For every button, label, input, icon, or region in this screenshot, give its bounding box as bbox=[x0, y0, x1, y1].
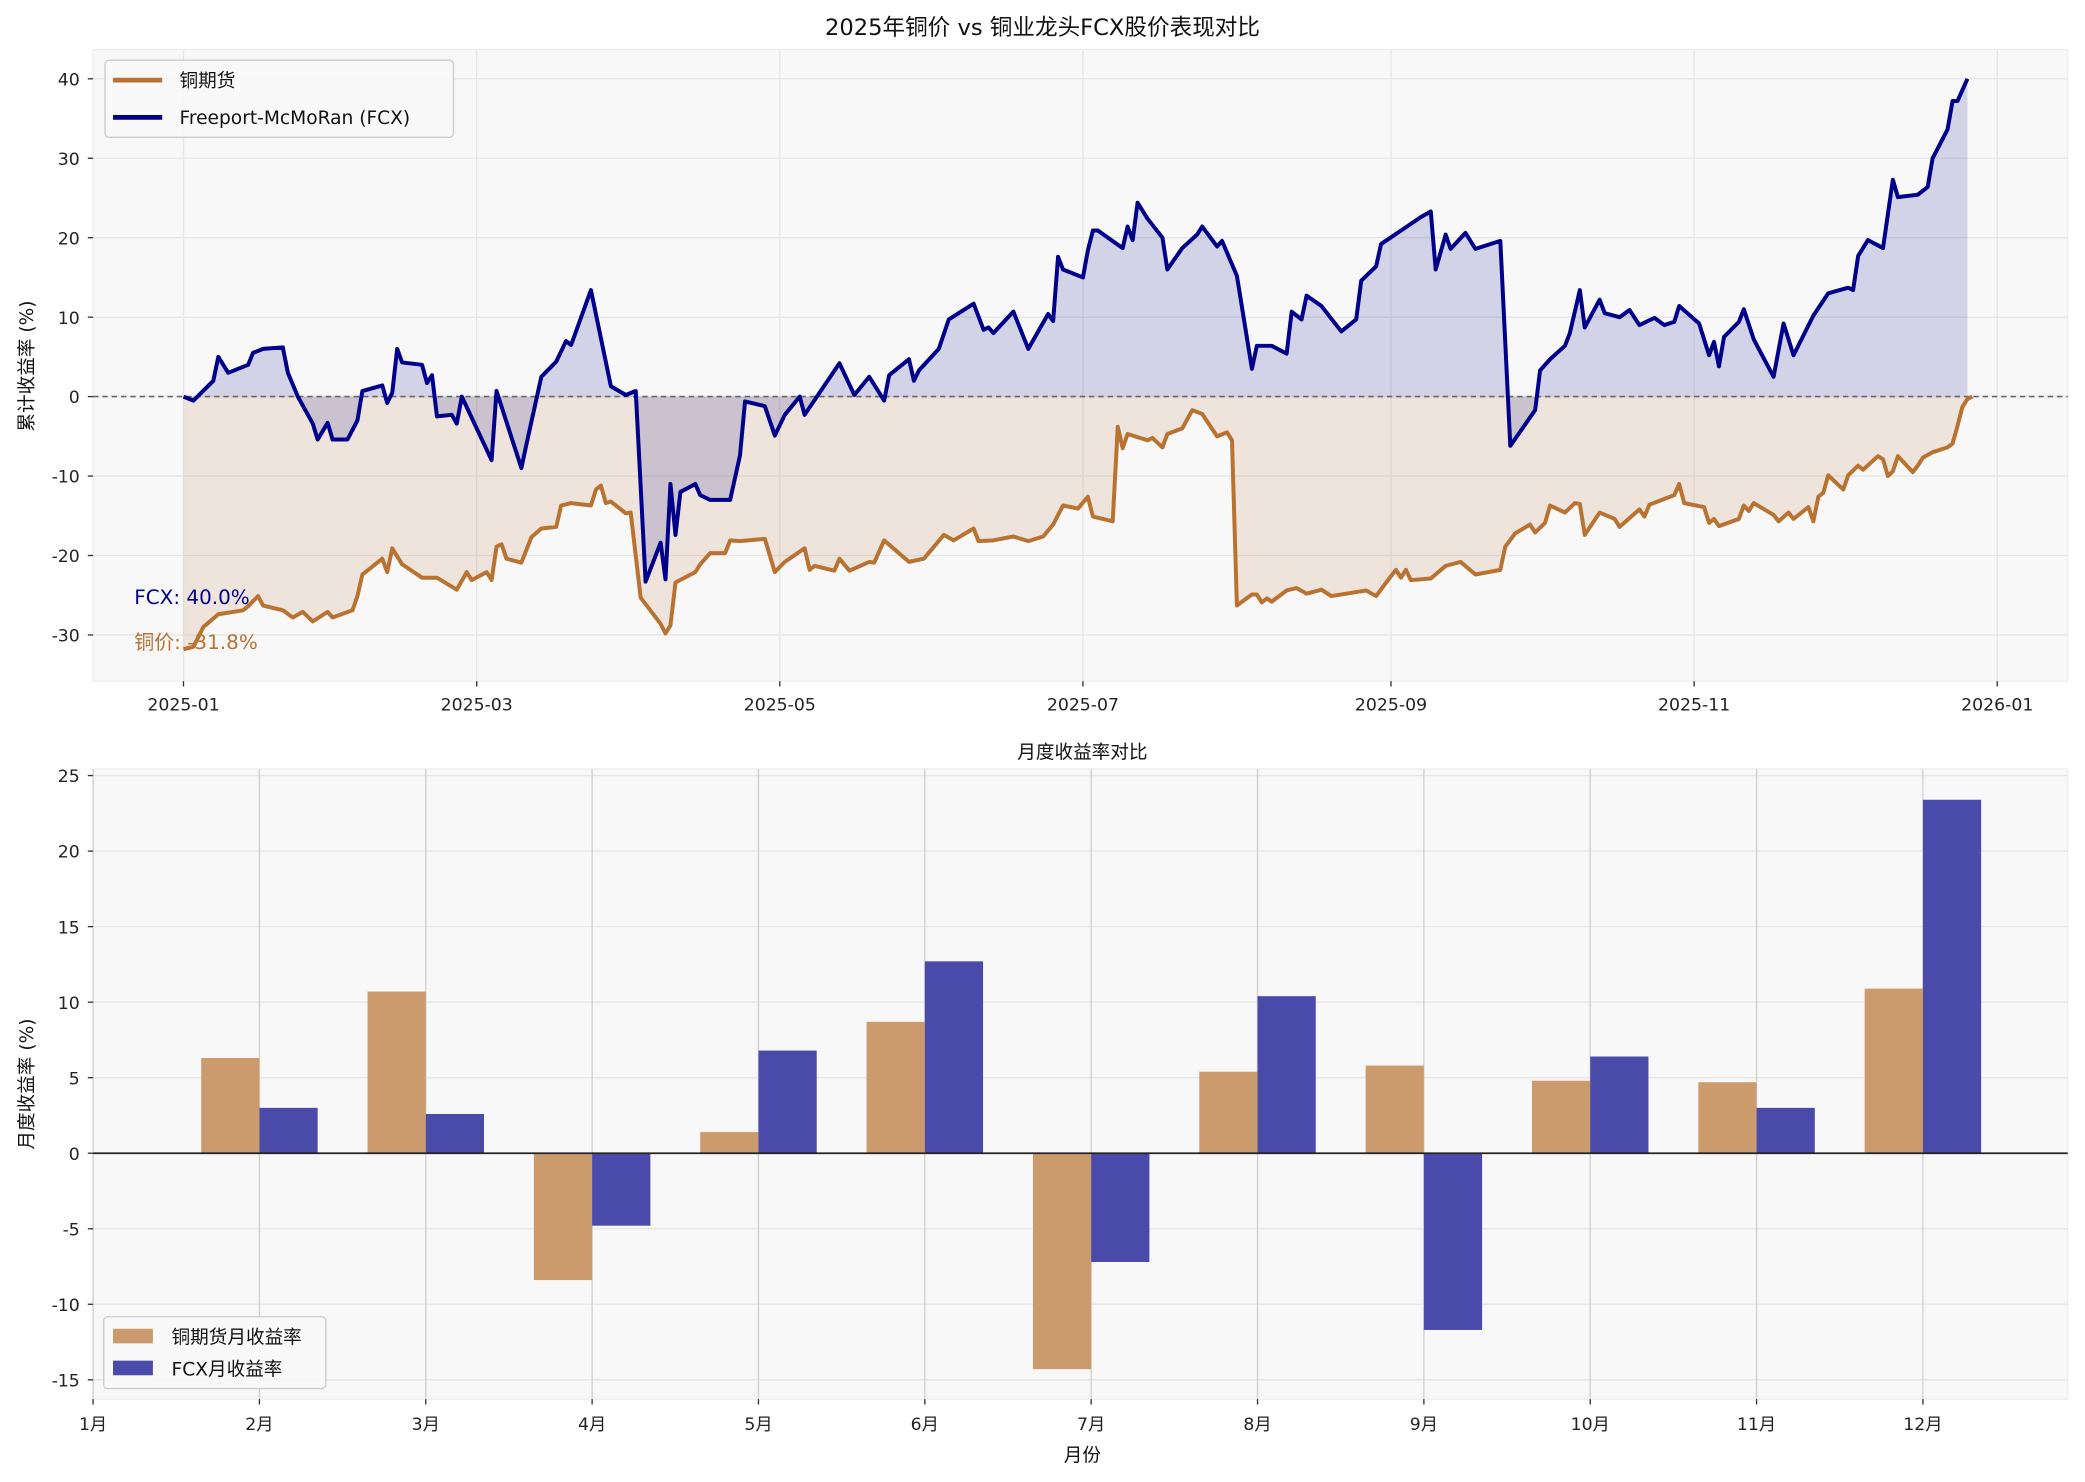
legend-fcx-bar-swatch bbox=[113, 1360, 153, 1376]
copper-monthly-bar bbox=[367, 991, 426, 1154]
copper-monthly-bar bbox=[866, 1021, 925, 1154]
fcx-monthly-bar bbox=[1590, 1056, 1649, 1154]
top-legend: 铜期货 Freeport-McMoRan (FCX) bbox=[104, 59, 455, 138]
copper-line bbox=[183, 394, 1974, 652]
bottom-x-tick-label: 9月 bbox=[1410, 1415, 1438, 1435]
fcx-area-fill bbox=[183, 78, 1968, 582]
bottom-y-tick-label: 0 bbox=[69, 1145, 80, 1165]
bottom-x-tick-label: 3月 bbox=[412, 1415, 440, 1435]
bottom-y-tick-label: -5 bbox=[63, 1220, 80, 1240]
copper-area-fill bbox=[183, 396, 1973, 650]
bottom-y-tick-label: 25 bbox=[58, 767, 80, 787]
top-x-tick-label: 2025-03 bbox=[441, 695, 513, 715]
legend-fcx-bar-label: FCX月收益率 bbox=[172, 1359, 283, 1380]
fcx-monthly-bar bbox=[592, 1153, 651, 1226]
bottom-y-tick-label: 20 bbox=[58, 843, 80, 863]
top-x-tick-label: 2025-07 bbox=[1047, 695, 1119, 715]
bottom-y-tick-label: -10 bbox=[52, 1296, 80, 1316]
copper-monthly-bar bbox=[1032, 1153, 1092, 1370]
fcx-annotation: FCX: 40.0% bbox=[134, 585, 249, 609]
fcx-monthly-bar bbox=[1257, 996, 1316, 1154]
fcx-monthly-bar bbox=[1091, 1153, 1150, 1262]
bottom-x-tick-label: 6月 bbox=[911, 1415, 939, 1435]
copper-monthly-bar bbox=[1531, 1080, 1591, 1154]
bottom-x-tick-label: 4月 bbox=[578, 1415, 606, 1435]
top-y-tick-label: 20 bbox=[58, 229, 80, 249]
top-y-tick-label: 0 bbox=[69, 388, 80, 408]
fcx-monthly-bar bbox=[924, 961, 984, 1154]
top-ticks: 40 30 20 10 0 -10 -20 -30 2025-01 2025-03 2025-05 2… bbox=[52, 70, 2034, 715]
fcx-monthly-bar bbox=[758, 1050, 817, 1154]
bottom-x-axis-label: 月份 bbox=[1064, 1446, 1102, 1467]
copper-monthly-bar bbox=[1199, 1071, 1258, 1154]
copper-monthly-bar bbox=[201, 1058, 260, 1154]
bottom-x-tick-label: 10月 bbox=[1571, 1415, 1610, 1435]
top-lines bbox=[182, 77, 1974, 652]
top-y-tick-label: 30 bbox=[58, 150, 80, 170]
bottom-y-axis-label: 月度收益率 (%) bbox=[17, 1018, 38, 1149]
copper-monthly-bar bbox=[700, 1132, 759, 1154]
fcx-monthly-bar bbox=[1756, 1107, 1815, 1154]
top-x-tick-label: 2025-09 bbox=[1355, 695, 1427, 715]
bottom-bars bbox=[201, 799, 1982, 1370]
top-fills bbox=[183, 78, 1973, 650]
top-y-axis-label: 累计收益率 (%) bbox=[17, 300, 38, 431]
bottom-x-tick-label: 8月 bbox=[1243, 1415, 1271, 1435]
copper-monthly-bar bbox=[533, 1153, 593, 1281]
top-y-tick-label: -10 bbox=[52, 468, 80, 488]
fcx-monthly-bar bbox=[1423, 1153, 1483, 1330]
fcx-monthly-bar bbox=[259, 1107, 318, 1154]
bottom-x-tick-label: 1月 bbox=[79, 1415, 107, 1435]
cumulative-return-chart: 40 30 20 10 0 -10 -20 -30 2025-01 2025-03 2025-05 2… bbox=[17, 15, 2069, 715]
bottom-legend: 铜期货月收益率 FCX月收益率 bbox=[103, 1316, 327, 1390]
copper-monthly-bar bbox=[1698, 1082, 1757, 1154]
top-x-tick-label: 2025-01 bbox=[147, 695, 219, 715]
fcx-monthly-bar bbox=[1922, 799, 1982, 1154]
bottom-x-tick-label: 11月 bbox=[1737, 1415, 1776, 1435]
copper-monthly-bar bbox=[1365, 1065, 1424, 1154]
bottom-y-tick-label: 5 bbox=[69, 1069, 80, 1089]
bottom-y-tick-label: -15 bbox=[52, 1371, 80, 1391]
bottom-x-tick-label: 5月 bbox=[744, 1415, 772, 1435]
top-y-tick-label: 10 bbox=[58, 309, 80, 329]
bottom-chart-title: 月度收益率对比 bbox=[1017, 742, 1147, 763]
bottom-y-tick-label: 10 bbox=[58, 994, 80, 1014]
top-x-tick-label: 2025-11 bbox=[1658, 695, 1730, 715]
top-x-tick-label: 2025-05 bbox=[744, 695, 816, 715]
top-y-tick-label: -20 bbox=[52, 547, 80, 567]
bottom-x-tick-label: 12月 bbox=[1903, 1415, 1942, 1435]
legend-copper-bar-swatch bbox=[113, 1328, 153, 1344]
legend-copper-bar-label: 铜期货月收益率 bbox=[172, 1327, 302, 1348]
bottom-x-tick-label: 7月 bbox=[1077, 1415, 1105, 1435]
copper-monthly-bar bbox=[1864, 988, 1923, 1154]
bottom-x-tick-label: 2月 bbox=[245, 1415, 273, 1435]
top-y-tick-label: -30 bbox=[52, 627, 80, 647]
fcx-monthly-bar bbox=[425, 1113, 485, 1154]
bottom-y-tick-label: 15 bbox=[58, 918, 80, 938]
monthly-return-chart: 25 20 15 10 5 0 -5 -10 -15 1月 2月 3月 4月 5月 6月 7月 8月 9月 10月 1… bbox=[17, 742, 2069, 1467]
bottom-ticks: 25 20 15 10 5 0 -5 -10 -15 1月 2月 3月 4月 5月 6月 7月 8月 9月 10月 1… bbox=[52, 767, 1943, 1435]
top-x-tick-label: 2026-01 bbox=[1961, 695, 2033, 715]
legend-copper-label: 铜期货 bbox=[180, 71, 236, 92]
top-y-tick-label: 40 bbox=[58, 70, 80, 90]
fcx-line bbox=[182, 77, 1970, 584]
top-chart-title: 2025年铜价 vs 铜业龙头FCX股价表现对比 bbox=[825, 15, 1260, 41]
legend-fcx-label: Freeport-McMoRan (FCX) bbox=[180, 108, 411, 129]
copper-annotation: 铜价: -31.8% bbox=[134, 630, 257, 654]
